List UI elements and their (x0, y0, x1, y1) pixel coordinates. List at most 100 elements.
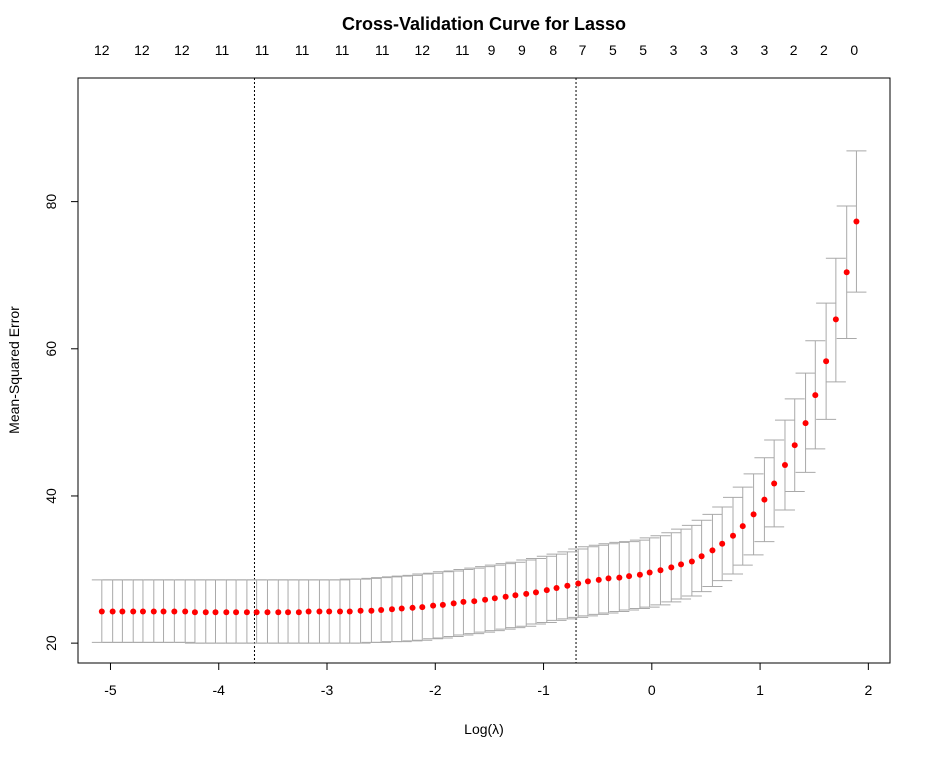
data-point (698, 553, 705, 560)
data-point (781, 462, 788, 469)
x-tick-label: -4 (213, 682, 226, 698)
data-point (346, 608, 353, 615)
data-point (595, 576, 602, 583)
data-point (130, 608, 137, 615)
top-axis-label: 11 (455, 42, 470, 58)
data-point (223, 609, 230, 616)
data-point (285, 609, 292, 616)
data-point (678, 561, 685, 568)
data-point (171, 608, 178, 615)
data-point (584, 578, 591, 585)
x-tick-label: -3 (321, 682, 334, 698)
top-axis-label: 3 (761, 42, 769, 58)
data-point (253, 609, 260, 616)
y-axis-label: Mean-Squared Error (6, 306, 22, 434)
data-point (439, 601, 446, 608)
x-tick-label: -2 (429, 682, 442, 698)
top-axis-label: 3 (700, 42, 708, 58)
y-tick-label: 20 (43, 635, 59, 651)
top-axis-label: 3 (730, 42, 738, 58)
x-tick-label: 1 (756, 682, 764, 698)
top-axis-label: 11 (375, 42, 390, 58)
data-point (543, 587, 550, 594)
data-point (750, 511, 757, 518)
plot-frame (77, 77, 891, 664)
data-point (430, 602, 437, 609)
data-point (739, 523, 746, 530)
data-point (812, 392, 819, 399)
data-point (709, 547, 716, 554)
data-point (150, 608, 157, 615)
top-axis-label: 2 (790, 42, 798, 58)
data-point (626, 573, 633, 580)
top-axis-label: 11 (255, 42, 270, 58)
x-tick-label: -5 (104, 682, 117, 698)
data-point (212, 609, 219, 616)
x-tick-label: -1 (537, 682, 550, 698)
top-axis-label: 2 (820, 42, 828, 58)
x-tick-label: 2 (864, 682, 872, 698)
data-point (326, 608, 333, 615)
top-axis-label: 8 (549, 42, 557, 58)
data-point (460, 598, 467, 605)
data-point (295, 609, 302, 616)
top-axis-label: 12 (414, 42, 430, 58)
top-axis-label: 11 (335, 42, 350, 58)
data-point (337, 608, 344, 615)
y-tick-label: 60 (43, 341, 59, 357)
data-point (243, 609, 250, 616)
data-point (264, 609, 271, 616)
top-axis-label: 12 (134, 42, 150, 58)
data-point (139, 608, 146, 615)
data-point (119, 608, 126, 615)
data-point (398, 605, 405, 612)
data-point (305, 608, 312, 615)
data-point (832, 316, 839, 323)
data-point (450, 600, 457, 607)
data-point (564, 582, 571, 589)
data-point (532, 589, 539, 596)
data-point (409, 604, 416, 611)
chart-title: Cross-Validation Curve for Lasso (342, 14, 626, 34)
top-axis-label: 12 (94, 42, 110, 58)
data-point (275, 609, 282, 616)
data-point (368, 607, 375, 614)
data-point (823, 358, 830, 365)
top-axis-label: 3 (670, 42, 678, 58)
data-point (553, 584, 560, 591)
data-point (802, 420, 809, 427)
data-point (388, 606, 395, 613)
data-point (191, 609, 198, 616)
data-point (668, 564, 675, 571)
data-point (419, 604, 426, 611)
data-point (616, 574, 623, 581)
top-axis-label: 9 (488, 42, 496, 58)
data-point (233, 609, 240, 616)
data-point (636, 571, 643, 578)
top-axis-label: 5 (639, 42, 647, 58)
top-axis-label: 7 (579, 42, 587, 58)
data-point (719, 540, 726, 547)
data-point (491, 595, 498, 602)
data-point (523, 590, 530, 597)
data-point (202, 609, 209, 616)
data-point (482, 596, 489, 603)
data-point (471, 598, 478, 605)
data-point (853, 218, 860, 225)
data-point (646, 569, 653, 576)
data-point (182, 608, 189, 615)
data-point (98, 608, 105, 615)
y-tick-label: 80 (43, 194, 59, 210)
x-axis-label: Log(λ) (464, 721, 504, 737)
data-point (791, 442, 798, 449)
data-point (575, 580, 582, 587)
data-point (843, 269, 850, 276)
top-axis-label: 11 (215, 42, 230, 58)
data-point (657, 567, 664, 574)
data-point (688, 558, 695, 565)
top-axis-label: 5 (609, 42, 617, 58)
top-axis-label: 12 (174, 42, 190, 58)
data-point (730, 532, 737, 539)
